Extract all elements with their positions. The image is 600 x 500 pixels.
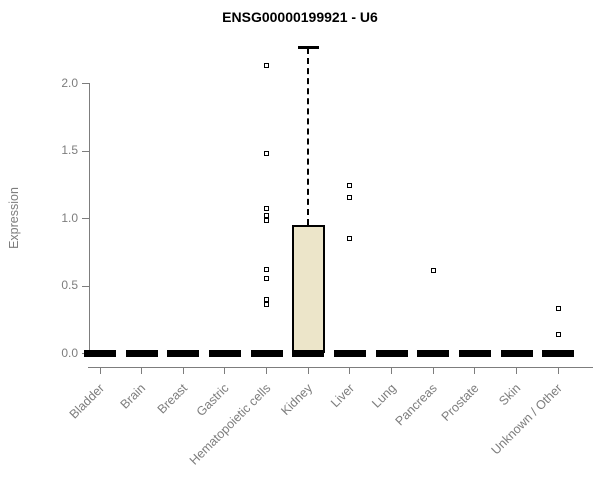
whisker-cap	[297, 46, 319, 50]
outlier-point	[264, 266, 270, 272]
outlier-point	[264, 296, 270, 302]
y-tick-label: 1.0	[61, 210, 78, 225]
x-tick	[557, 367, 559, 374]
outlier-point	[347, 235, 353, 241]
median-bar	[84, 349, 116, 357]
x-tick	[307, 367, 309, 374]
median-bar	[208, 349, 241, 357]
x-tick	[224, 367, 226, 374]
median-bar	[333, 349, 366, 357]
x-tick	[182, 367, 184, 374]
y-tick-label: 0.5	[61, 278, 78, 292]
outlier-point	[264, 276, 270, 282]
outlier-point	[264, 150, 270, 156]
x-tick	[266, 367, 268, 374]
outlier-point	[264, 212, 270, 218]
median-bar	[167, 349, 200, 357]
whisker-line	[307, 47, 310, 225]
y-tick-label: 1.5	[61, 143, 78, 157]
median-bar	[375, 349, 408, 357]
x-category-label: Skin	[496, 381, 524, 409]
x-category-label: Brain	[118, 381, 149, 412]
outlier-point	[264, 206, 270, 212]
outlier-point	[555, 305, 561, 311]
y-tick-label: 2.0	[61, 75, 78, 90]
x-category-label: Lung	[368, 381, 399, 411]
median-bar	[292, 349, 325, 357]
outlier-point	[347, 195, 353, 201]
x-tick	[141, 367, 143, 374]
median-bar	[500, 349, 533, 357]
x-category-label: Hematopoietic cells	[187, 381, 274, 468]
median-bar	[250, 349, 283, 357]
x-category-label: Gastric	[194, 381, 232, 419]
y-tick	[82, 150, 90, 152]
median-bar	[542, 349, 575, 357]
x-tick	[474, 367, 476, 374]
x-category-label: Liver	[327, 381, 357, 411]
median-bar	[417, 349, 450, 357]
outlier-point	[347, 183, 353, 189]
y-tick	[82, 83, 90, 84]
x-tick	[99, 367, 101, 374]
x-tick	[391, 367, 393, 374]
x-category-label: Kidney	[278, 381, 316, 419]
x-category-label: Pancreas	[392, 381, 441, 429]
outlier-point	[264, 218, 270, 224]
x-axis-line	[88, 367, 593, 368]
outlier-point	[264, 62, 270, 68]
box-rect	[291, 224, 325, 353]
median-bar	[458, 349, 491, 357]
chart-title: ENSG00000199921 - U6	[222, 9, 378, 25]
x-tick	[349, 367, 351, 374]
x-category-label: Bladder	[66, 381, 107, 422]
y-tick-label: 0.0	[61, 345, 78, 360]
x-category-label: Breast	[154, 381, 191, 417]
outlier-point	[264, 301, 270, 307]
outlier-point	[430, 268, 436, 274]
y-tick	[82, 218, 90, 219]
median-bar	[125, 349, 158, 357]
x-tick	[516, 367, 517, 374]
x-category-label: Prostate	[439, 381, 482, 424]
x-tick	[432, 367, 434, 374]
outlier-point	[555, 331, 561, 337]
y-tick	[82, 285, 90, 287]
